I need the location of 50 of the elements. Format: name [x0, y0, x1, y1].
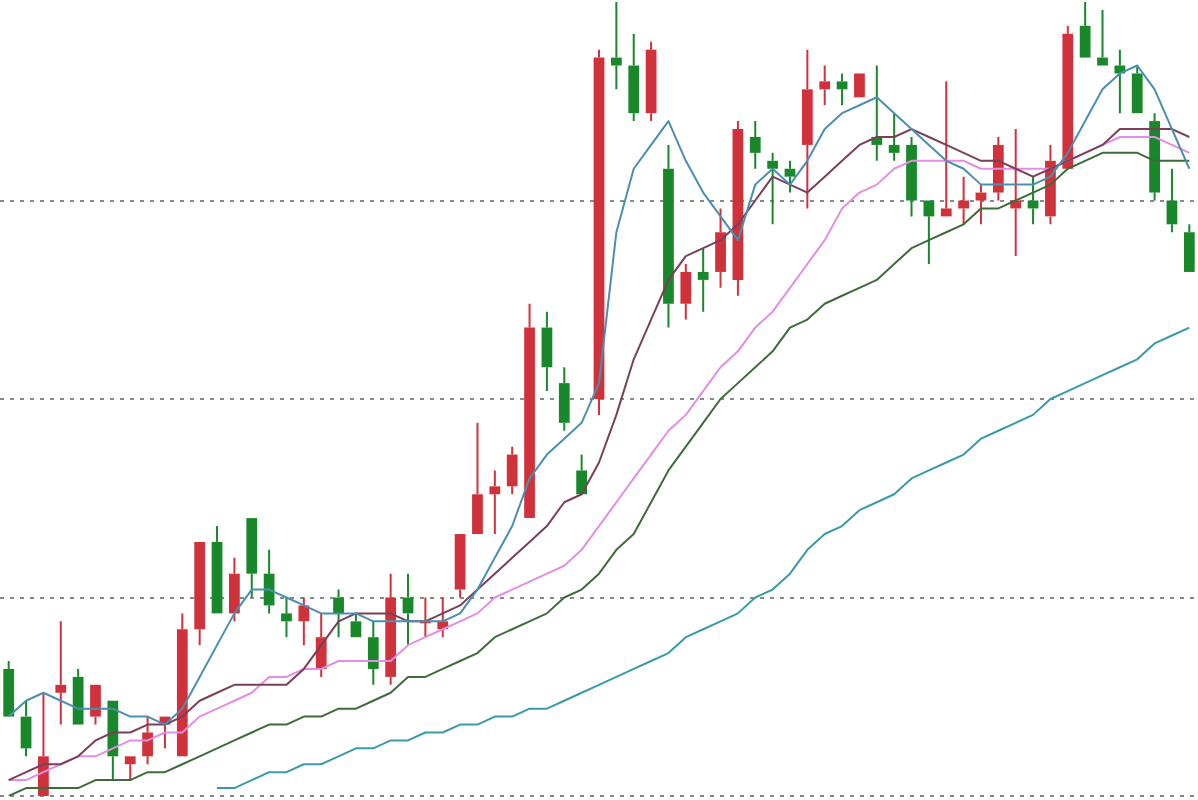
candlestick — [940, 80, 952, 217]
candlestick — [576, 453, 588, 495]
candlestick — [992, 135, 1004, 202]
candlestick — [958, 175, 969, 226]
candlestick — [1062, 24, 1074, 169]
candlestick — [472, 421, 483, 534]
candlestick — [715, 207, 726, 289]
candlestick — [1166, 167, 1178, 234]
candlestick — [558, 366, 570, 432]
candlestick — [819, 64, 831, 107]
candlestick — [454, 533, 466, 599]
candlestick — [906, 135, 917, 218]
candlestick — [298, 596, 310, 647]
candlestick — [333, 588, 344, 639]
candlestick — [1079, 1, 1091, 58]
candlestick — [784, 159, 796, 194]
candlestick — [680, 263, 692, 321]
candlestick — [55, 620, 67, 726]
candlestick — [124, 756, 136, 782]
candlestick — [1149, 112, 1160, 202]
candlestick — [975, 183, 987, 226]
candlestick — [697, 247, 709, 313]
candlestick — [506, 445, 518, 496]
candlestick — [749, 120, 761, 170]
candlestick — [801, 48, 813, 210]
candlestick — [72, 667, 84, 725]
candlestick — [1183, 223, 1195, 272]
candlestick — [229, 556, 240, 623]
candlestick — [541, 310, 553, 393]
candlestick — [90, 684, 101, 726]
candlestick — [3, 660, 15, 717]
candlestick — [176, 612, 188, 757]
candlestick — [524, 302, 535, 519]
candlestick — [281, 596, 292, 639]
candlestick — [593, 48, 605, 416]
candlestick — [385, 572, 397, 686]
candlestick — [628, 32, 640, 123]
candlestick — [367, 620, 379, 686]
candlestick — [663, 143, 674, 329]
candlestick — [836, 72, 848, 107]
candlestick — [1097, 8, 1108, 66]
candlestick — [888, 112, 900, 162]
candlestick — [211, 525, 223, 614]
candlestick — [142, 715, 153, 766]
candlestick — [645, 40, 657, 123]
candlestick — [489, 469, 501, 535]
candlestick — [20, 699, 32, 758]
candlestick — [194, 541, 206, 647]
candlestick — [610, 1, 622, 91]
candlestick — [767, 151, 779, 226]
